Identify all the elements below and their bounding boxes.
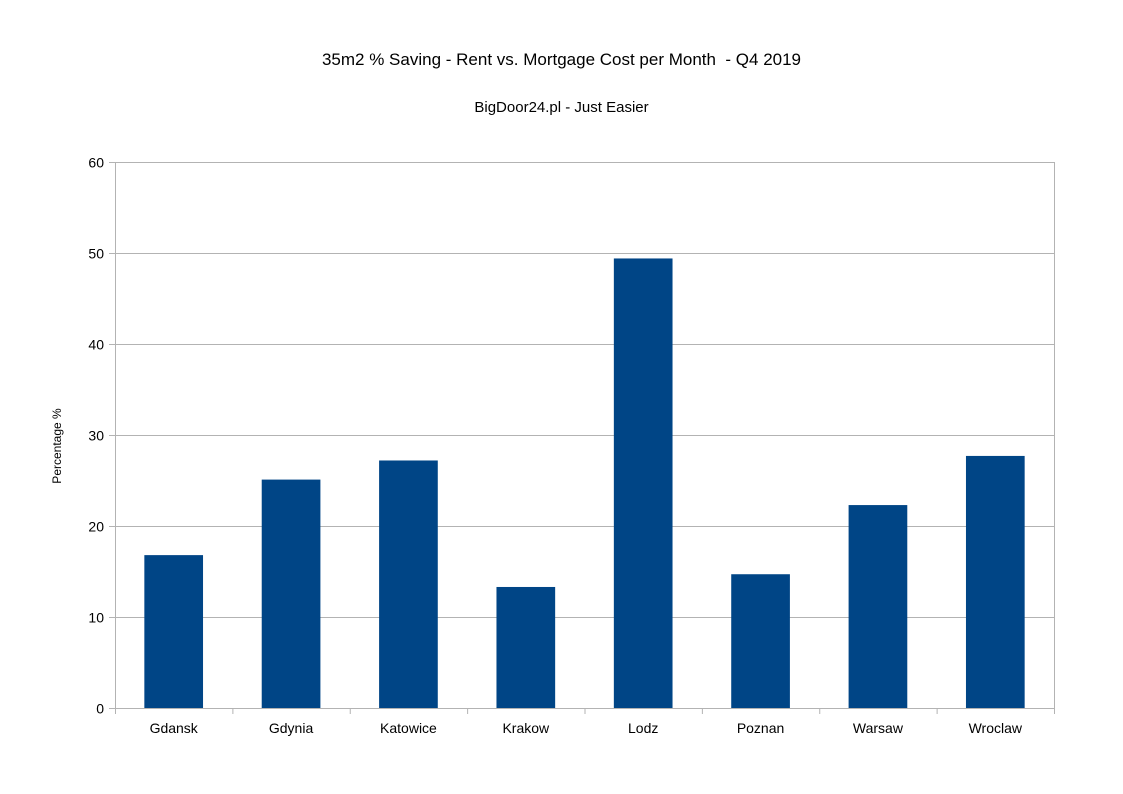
x-tick-label: Warsaw: [853, 720, 904, 736]
gridlines: [115, 162, 1054, 709]
y-tick-label: 50: [88, 246, 104, 262]
x-tick-label: Krakow: [502, 720, 550, 736]
x-tick-label: Lodz: [628, 720, 658, 736]
x-tick-label: Gdynia: [269, 720, 314, 736]
bar: [965, 455, 1025, 708]
bars: [144, 258, 1025, 708]
x-tick-label: Gdansk: [150, 720, 199, 736]
x-tick-label: Poznan: [737, 720, 784, 736]
chart-title: 35m2 % Saving - Rent vs. Mortgage Cost p…: [321, 50, 802, 69]
bar: [848, 505, 908, 708]
axes: 0 10 20 30 40 50 60 Gdansk Gdynia Katowice Krakow L…: [88, 155, 1055, 736]
bar: [731, 574, 790, 708]
y-tick-label: 10: [88, 610, 104, 626]
y-tick-label: 30: [88, 428, 104, 444]
bar: [144, 555, 204, 708]
y-tick-label: 0: [96, 701, 104, 717]
y-axis-label: Percentage %: [50, 408, 64, 484]
bar: [613, 258, 673, 708]
y-tick-label: 40: [88, 337, 104, 353]
y-tick-label: 60: [88, 155, 104, 171]
x-tick-label: Wroclaw: [969, 720, 1023, 736]
bar: [379, 460, 438, 708]
x-tick-label: Katowice: [380, 720, 437, 736]
bar: [496, 586, 556, 708]
y-tick-label: 20: [88, 519, 104, 535]
bar: [261, 479, 321, 708]
chart-subtitle: BigDoor24.pl - Just Easier: [474, 99, 649, 116]
